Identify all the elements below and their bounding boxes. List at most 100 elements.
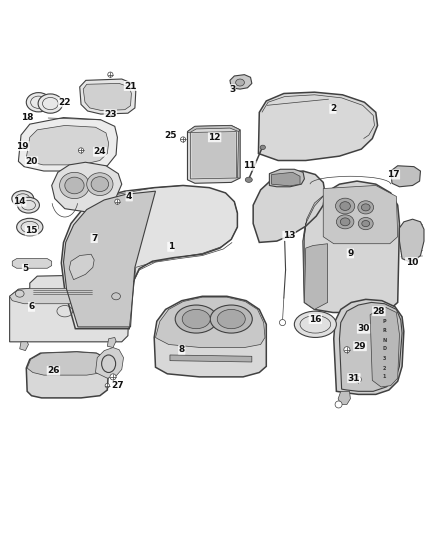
Polygon shape	[304, 244, 328, 310]
Text: 15: 15	[25, 226, 38, 235]
Ellipse shape	[38, 94, 63, 113]
Text: 13: 13	[283, 231, 295, 240]
Polygon shape	[237, 130, 240, 178]
Text: 16: 16	[309, 314, 321, 324]
Polygon shape	[187, 125, 240, 133]
Ellipse shape	[336, 215, 354, 229]
Ellipse shape	[175, 305, 217, 333]
Text: 7: 7	[91, 233, 97, 243]
Ellipse shape	[358, 217, 373, 230]
Polygon shape	[80, 79, 136, 114]
Circle shape	[110, 374, 116, 380]
Text: 9: 9	[347, 249, 353, 258]
Text: 24: 24	[94, 147, 106, 156]
Polygon shape	[170, 355, 252, 362]
Polygon shape	[338, 391, 350, 405]
Polygon shape	[187, 125, 240, 183]
Text: 2: 2	[383, 366, 386, 370]
Polygon shape	[154, 296, 266, 377]
Polygon shape	[370, 307, 399, 387]
Text: 11: 11	[244, 161, 256, 170]
Ellipse shape	[60, 172, 89, 199]
Polygon shape	[18, 118, 117, 171]
Polygon shape	[339, 302, 402, 391]
Polygon shape	[258, 92, 378, 160]
Text: 10: 10	[406, 257, 418, 266]
Ellipse shape	[26, 93, 51, 112]
Polygon shape	[95, 348, 124, 378]
Circle shape	[105, 383, 110, 388]
Text: 3: 3	[229, 85, 235, 94]
Ellipse shape	[340, 218, 350, 226]
Text: 12: 12	[208, 133, 221, 142]
Ellipse shape	[12, 191, 34, 206]
Ellipse shape	[65, 177, 84, 194]
Text: 5: 5	[22, 264, 28, 273]
Ellipse shape	[361, 204, 370, 211]
Text: 1: 1	[383, 374, 386, 379]
Text: 29: 29	[354, 342, 366, 351]
Ellipse shape	[294, 311, 336, 337]
Circle shape	[344, 346, 350, 353]
Polygon shape	[10, 275, 129, 342]
Polygon shape	[83, 84, 131, 110]
Circle shape	[108, 72, 113, 77]
Ellipse shape	[236, 79, 244, 86]
Ellipse shape	[362, 221, 370, 227]
Circle shape	[180, 137, 186, 142]
Text: 14: 14	[14, 197, 26, 206]
Text: 20: 20	[25, 157, 38, 166]
Ellipse shape	[355, 376, 361, 383]
Text: N: N	[382, 337, 387, 343]
Text: 30: 30	[357, 324, 370, 333]
Polygon shape	[10, 287, 128, 304]
Ellipse shape	[87, 173, 113, 196]
Text: 19: 19	[17, 142, 29, 150]
Ellipse shape	[18, 197, 39, 213]
Text: 17: 17	[387, 170, 399, 179]
Polygon shape	[303, 194, 325, 302]
Ellipse shape	[210, 305, 252, 333]
Polygon shape	[253, 171, 325, 243]
Circle shape	[78, 148, 84, 153]
Circle shape	[108, 111, 113, 117]
Polygon shape	[155, 297, 265, 348]
Polygon shape	[27, 352, 109, 375]
Ellipse shape	[217, 310, 245, 329]
Text: P: P	[383, 319, 386, 324]
Polygon shape	[323, 185, 398, 244]
Text: 22: 22	[59, 98, 71, 107]
Polygon shape	[230, 75, 252, 89]
Polygon shape	[26, 125, 109, 165]
Polygon shape	[399, 219, 424, 261]
Text: 25: 25	[165, 132, 177, 141]
Text: 1: 1	[168, 243, 174, 251]
Text: 2: 2	[330, 104, 336, 114]
Ellipse shape	[335, 401, 342, 408]
Polygon shape	[69, 254, 94, 280]
Circle shape	[115, 199, 120, 204]
Text: 4: 4	[126, 192, 132, 201]
Polygon shape	[334, 300, 404, 394]
Text: 26: 26	[47, 366, 60, 375]
Ellipse shape	[340, 201, 350, 211]
Polygon shape	[64, 191, 155, 327]
Text: 31: 31	[348, 374, 360, 383]
Polygon shape	[12, 259, 52, 268]
Text: 3: 3	[383, 356, 386, 361]
Polygon shape	[61, 185, 237, 329]
Polygon shape	[107, 337, 116, 348]
Ellipse shape	[91, 177, 109, 191]
Text: 8: 8	[179, 345, 185, 354]
Polygon shape	[303, 181, 399, 312]
Text: 6: 6	[28, 302, 35, 311]
Ellipse shape	[17, 219, 43, 236]
Ellipse shape	[279, 319, 286, 326]
Polygon shape	[269, 169, 304, 187]
Ellipse shape	[245, 177, 252, 182]
Polygon shape	[192, 133, 236, 177]
Ellipse shape	[336, 198, 355, 214]
Text: 18: 18	[21, 113, 33, 122]
Text: D: D	[382, 346, 387, 351]
Polygon shape	[26, 352, 109, 398]
